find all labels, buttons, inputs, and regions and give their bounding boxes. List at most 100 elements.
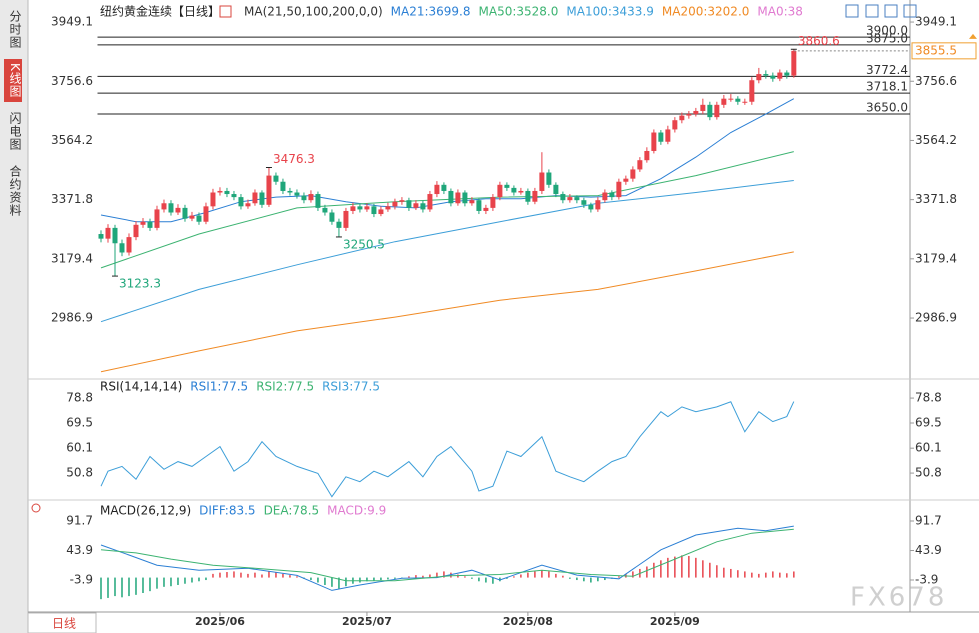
legend-entry: MACD:9.9 (327, 504, 386, 518)
y-tick-label: 3564.2 (51, 133, 93, 147)
macd-bar (562, 575, 564, 578)
candle-body (406, 200, 412, 208)
macd-bar (261, 574, 263, 578)
y-tick-label-right: 91.7 (915, 514, 942, 528)
candle-body (336, 221, 342, 228)
macd-bar (415, 575, 417, 578)
candle-body (679, 115, 685, 121)
macd-bar (408, 576, 410, 578)
candle-body (469, 200, 475, 204)
candle-body (588, 204, 594, 210)
icon[interactable] (845, 4, 859, 18)
macd-bar (233, 571, 235, 578)
macd-bar (464, 576, 466, 578)
candle-body (581, 200, 587, 205)
macd-line (100, 525, 794, 591)
y-tick-label: 43.9 (66, 543, 93, 557)
macd-bar (387, 577, 389, 580)
y-tick-label-right: 3949.1 (915, 15, 957, 29)
candle-body (707, 104, 713, 118)
candle-body (672, 120, 678, 130)
icon[interactable] (884, 4, 898, 18)
macd-bar (366, 577, 368, 582)
icon[interactable] (865, 4, 879, 18)
level-label: 3772.4 (866, 63, 908, 77)
legend-entry: MA0:38 (757, 5, 803, 19)
macd-bar (191, 577, 193, 583)
candle-body (742, 101, 748, 103)
y-tick-label-right: 78.8 (915, 391, 942, 405)
ma-icon[interactable] (219, 5, 232, 18)
macd-bar (359, 577, 361, 583)
candle-body (763, 74, 769, 76)
macd-bar (723, 567, 725, 578)
y-tick-label-right: 50.8 (915, 466, 942, 480)
level-label: 3650.0 (866, 101, 908, 115)
candle-body (147, 221, 153, 228)
macd-bar (394, 577, 396, 579)
bottom-tab-box[interactable] (27, 612, 97, 633)
chart-title: 纽约黄金连续【日线】 (100, 4, 220, 19)
last-price-label: 3855.5 (915, 43, 957, 57)
y-tick-label: -3.9 (70, 572, 93, 586)
macd-bar (569, 577, 571, 579)
y-tick-label-right: 43.9 (915, 543, 942, 557)
bottom-tab[interactable]: 日线 (52, 617, 76, 631)
sidebar-tab[interactable]: 合约资料 (8, 165, 22, 217)
ma-line (100, 98, 795, 223)
candle-body (364, 206, 370, 210)
sidebar-bg (0, 0, 28, 633)
candle-body (133, 224, 139, 238)
candle-body (735, 98, 741, 102)
y-tick-label-right: 69.5 (915, 415, 942, 429)
sidebar-tab[interactable]: 闪电图 (8, 112, 22, 151)
sidebar-tab[interactable]: 分时图 (8, 10, 22, 49)
candle-body (476, 200, 482, 211)
y-tick-label-right: 2986.9 (915, 311, 957, 325)
candle-body (343, 210, 349, 228)
macd-bar (660, 560, 662, 578)
legend-entry: MA100:3433.9 (566, 5, 654, 19)
indicator: MA(21,50,100,200,0,0) (244, 5, 383, 19)
y-tick-label-right: 3179.4 (915, 251, 957, 265)
candle-body (595, 200, 601, 210)
macd-bar (702, 560, 704, 578)
candle-body (371, 206, 377, 215)
ma-line (100, 180, 794, 323)
candle-body (259, 192, 265, 205)
settings-icon[interactable] (31, 503, 41, 513)
legend-entry: MA50:3528.0 (479, 5, 559, 19)
macd-bar (716, 565, 718, 578)
candle-body (567, 197, 573, 201)
y-tick-label: 50.8 (66, 466, 93, 480)
sidebar-tab[interactable]: K线图 (4, 59, 22, 102)
macd-bar (457, 574, 459, 578)
candle-body (784, 72, 790, 76)
candle-body (490, 197, 496, 208)
x-tick-label: 2025/06 (195, 615, 245, 628)
candle-body (560, 194, 566, 201)
icon[interactable] (903, 4, 917, 18)
macd-bar (247, 573, 249, 578)
macd-bar (499, 577, 501, 582)
macd-bar (226, 572, 228, 578)
y-tick-label: 69.5 (66, 415, 93, 429)
candle-body (175, 207, 181, 213)
candle-body (525, 190, 531, 202)
candle-body (98, 234, 104, 239)
candle-body (350, 206, 356, 211)
candle-body (189, 215, 195, 219)
macd-bar (667, 557, 669, 578)
toolbar-icons[interactable] (845, 4, 917, 18)
macd-bar (240, 572, 242, 578)
candle-body (623, 178, 629, 182)
macd-bar (135, 577, 137, 595)
y-tick-label: 91.7 (66, 514, 93, 528)
y-tick-label: 2986.9 (51, 311, 93, 325)
candle-body (504, 184, 510, 188)
candle-body (644, 150, 650, 161)
macd-bar (163, 577, 165, 587)
candle-body (770, 75, 776, 79)
candle-body (497, 184, 503, 198)
candle-body (448, 190, 454, 204)
